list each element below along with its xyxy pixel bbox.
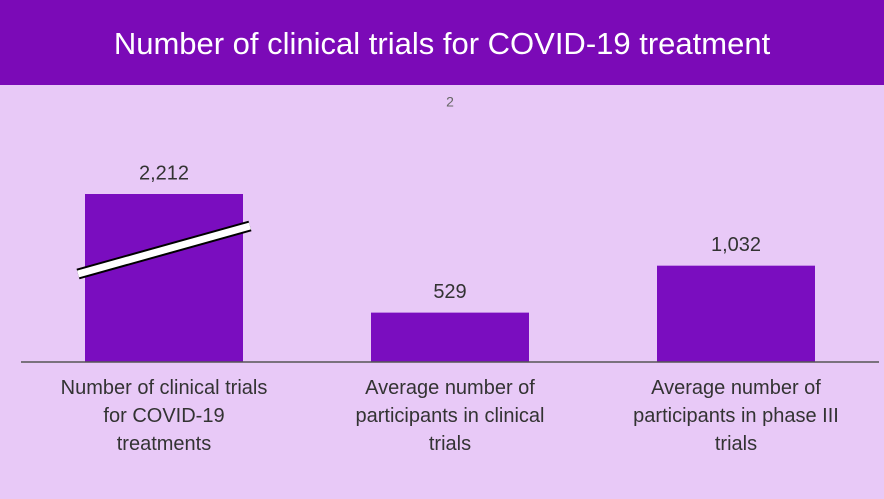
annotation: 2 (446, 94, 454, 110)
value-label: 2,212 (139, 162, 189, 184)
bar (371, 312, 529, 362)
value-label: 529 (433, 281, 466, 303)
chart-title: Number of clinical trials for COVID-19 t… (114, 26, 771, 61)
x-tick-label: Average number of participants in phase … (633, 377, 839, 455)
value-label: 1,032 (711, 234, 761, 256)
title-bar (0, 0, 884, 85)
axis-break (77, 222, 251, 278)
bar (657, 265, 815, 362)
x-tick-label: Number of clinical trials for COVID-19 t… (60, 377, 268, 455)
x-tick-label: Average number of participants in clinic… (355, 377, 545, 455)
bar (85, 194, 243, 362)
